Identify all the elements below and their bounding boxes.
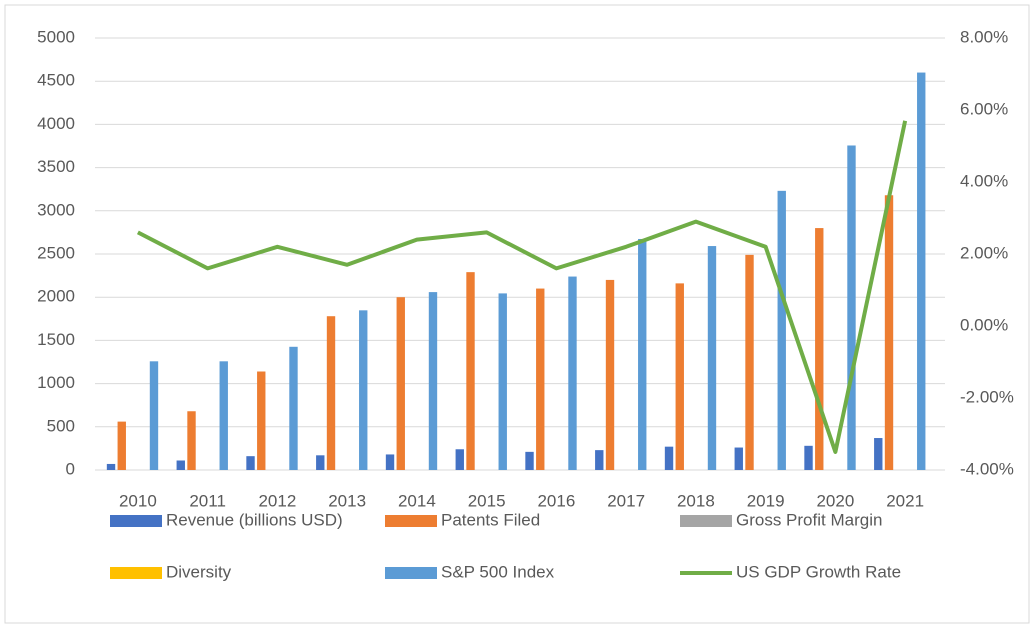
y-tick-label: 4000 <box>37 114 75 133</box>
bar <box>595 450 604 470</box>
x-tick-label: 2013 <box>328 491 366 510</box>
legend-swatch <box>680 515 732 527</box>
x-tick-label: 2019 <box>747 491 785 510</box>
bar <box>187 411 196 470</box>
bar <box>326 316 336 470</box>
bar <box>525 451 534 470</box>
x-tick-label: 2012 <box>258 491 296 510</box>
legend-swatch <box>110 567 162 579</box>
bar <box>149 361 159 470</box>
y2-tick-label: -4.00% <box>960 459 1014 478</box>
bar <box>664 446 674 470</box>
bar <box>707 246 717 470</box>
bar <box>675 283 684 470</box>
bar <box>385 454 395 470</box>
legend-label: Patents Filed <box>441 510 540 529</box>
y2-tick-label: -2.00% <box>960 387 1014 406</box>
x-tick-label: 2018 <box>677 491 715 510</box>
legend-swatch <box>385 567 437 579</box>
bar <box>638 238 647 470</box>
x-tick-label: 2015 <box>468 491 506 510</box>
y-tick-label: 5000 <box>37 27 75 46</box>
chart-border <box>4 4 1030 624</box>
bar <box>117 421 126 470</box>
y2-tick-label: 8.00% <box>960 27 1008 46</box>
y2-tick-label: 2.00% <box>960 243 1008 262</box>
bar <box>396 297 405 470</box>
y-tick-label: 4500 <box>37 71 75 90</box>
legend-swatch <box>110 515 162 527</box>
bar <box>106 463 116 470</box>
legend-label: S&P 500 Index <box>441 562 555 581</box>
bar <box>777 190 786 470</box>
x-tick-label: 2011 <box>189 491 226 510</box>
y2-tick-label: 6.00% <box>960 99 1008 118</box>
bar <box>745 254 754 470</box>
y-tick-label: 0 <box>66 459 75 478</box>
x-tick-label: 2020 <box>816 491 854 510</box>
y2-tick-label: 0.00% <box>960 315 1008 334</box>
bar <box>568 276 577 470</box>
y-tick-label: 3000 <box>37 200 75 219</box>
bar <box>917 72 926 470</box>
x-tick-label: 2017 <box>607 491 645 510</box>
bar <box>466 272 475 470</box>
bar <box>605 279 615 470</box>
bar <box>847 145 856 470</box>
bar <box>536 288 545 470</box>
x-tick-label: 2016 <box>537 491 575 510</box>
x-tick-label: 2021 <box>886 491 924 510</box>
y2-tick-label: 4.00% <box>960 171 1008 190</box>
bar <box>734 447 743 470</box>
line-series <box>136 120 908 454</box>
bar <box>815 228 824 470</box>
x-tick-label: 2010 <box>119 491 157 510</box>
bar <box>219 361 228 470</box>
y-tick-label: 1500 <box>37 330 75 349</box>
bar <box>804 445 813 470</box>
bar <box>246 456 255 470</box>
bar <box>176 460 185 470</box>
legend-label: Revenue (billions USD) <box>166 510 343 529</box>
legend-label: US GDP Growth Rate <box>736 562 901 581</box>
bar <box>289 346 298 470</box>
y-tick-label: 1000 <box>37 373 75 392</box>
legend-label: Diversity <box>166 562 232 581</box>
legend-swatch <box>385 515 437 527</box>
bar <box>874 438 883 470</box>
bar <box>455 449 464 470</box>
legend-label: Gross Profit Margin <box>736 510 882 529</box>
y-tick-label: 3500 <box>37 157 75 176</box>
bar <box>257 371 266 470</box>
y-tick-label: 2000 <box>37 287 75 306</box>
bar <box>428 292 438 470</box>
y-tick-label: 500 <box>47 416 75 435</box>
bar <box>316 455 325 470</box>
bar <box>498 293 507 470</box>
x-tick-label: 2014 <box>398 491 436 510</box>
y-tick-label: 2500 <box>37 243 75 262</box>
bar <box>359 310 368 470</box>
bar <box>884 195 894 471</box>
